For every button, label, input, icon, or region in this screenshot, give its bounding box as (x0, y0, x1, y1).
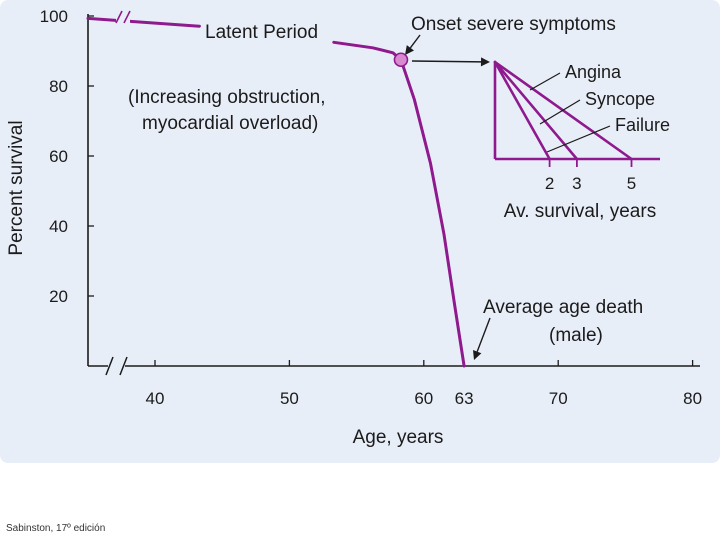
y-tick-label: 40 (49, 217, 68, 236)
survival-curve-segment-3 (399, 58, 466, 368)
x-tick-label: 40 (146, 389, 165, 408)
inset-x-tick-label: 3 (572, 174, 581, 193)
survival-chart: 20 40 60 80 100 40 50 60 63 70 80 Age, years Percent… (0, 0, 720, 463)
death-label-line-1: Average age death (483, 297, 643, 318)
onset-to-inset-arrow (411, 57, 490, 67)
y-axis-title: Percent survival (6, 120, 27, 255)
death-pointer-arrow (473, 317, 491, 360)
inset-line-failure (493, 60, 551, 161)
inset-label-leader-failure (546, 125, 611, 153)
x-tick-label: 70 (549, 389, 568, 408)
chart-axes: 20 40 60 80 100 40 50 60 63 70 80 Age, years Percent… (6, 7, 702, 448)
inset-label-angina: Angina (565, 62, 622, 82)
y-tick-label: 60 (49, 147, 68, 166)
latent-period-label: Latent Period (205, 22, 318, 43)
inset-x-tick-label: 2 (545, 174, 554, 193)
onset-pointer-arrow (405, 34, 421, 55)
x-tick-label: 80 (683, 389, 702, 408)
obstruction-label-line-1: (Increasing obstruction, (128, 87, 326, 108)
chart-annotations: Latent Period (Increasing obstruction, myo… (128, 14, 643, 360)
x-tick-label: 60 (414, 389, 433, 408)
y-axis-break-mark (115, 10, 123, 24)
inset-survival-chart: Angina Syncope Failure 2 3 5 Av. survival, yea… (493, 60, 670, 222)
y-tick-label: 20 (49, 287, 68, 306)
y-axis-break-mark (123, 10, 131, 24)
y-tick-label: 100 (40, 7, 68, 26)
x-tick-label: 63 (455, 389, 474, 408)
onset-label: Onset severe symptoms (411, 14, 616, 35)
y-axis-break-gap (116, 8, 130, 24)
inset-label-failure: Failure (615, 115, 670, 135)
chart-series (86, 8, 466, 368)
x-axis-break-gap (108, 357, 125, 375)
inset-x-axis-title: Av. survival, years (504, 201, 656, 222)
x-axis-break-mark (119, 356, 128, 376)
death-label-line-2: (male) (549, 325, 603, 346)
onset-marker (393, 52, 409, 68)
inset-label-leader-angina (529, 72, 561, 91)
inset-line-syncope (493, 60, 579, 161)
inset-x-tick-label: 5 (627, 174, 636, 193)
survival-curve-segment-1 (86, 16, 201, 28)
x-tick-label: 50 (280, 389, 299, 408)
y-tick-label: 80 (49, 77, 68, 96)
inset-label-leader-syncope (539, 99, 581, 125)
inset-label-syncope: Syncope (585, 89, 655, 109)
x-axis-break-mark (105, 356, 114, 376)
source-caption: Sabinston, 17º edición (6, 523, 106, 534)
x-axis-title: Age, years (353, 427, 444, 448)
obstruction-label-line-2: myocardial overload) (142, 113, 318, 134)
